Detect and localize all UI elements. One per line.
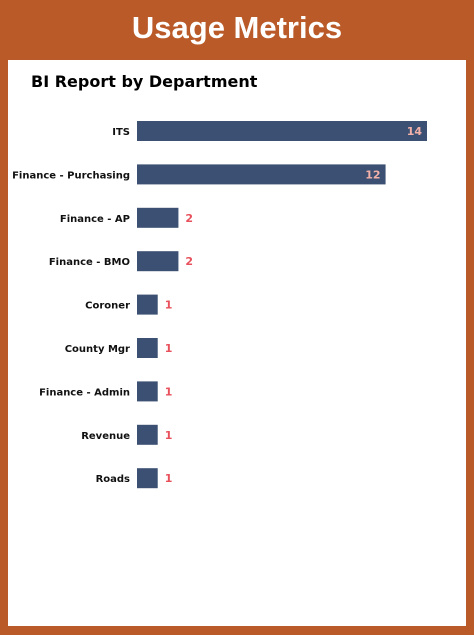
data-label: 14 — [407, 125, 423, 138]
data-label: 1 — [165, 429, 173, 442]
bar[interactable] — [137, 164, 386, 185]
category-label: County Mgr — [65, 344, 130, 355]
data-label: 1 — [165, 385, 173, 398]
category-label: Revenue — [81, 431, 130, 442]
category-label: Roads — [96, 474, 130, 485]
data-label: 1 — [165, 299, 173, 312]
bar[interactable] — [137, 121, 427, 141]
page-title: Usage Metrics — [131, 10, 343, 45]
bar[interactable] — [137, 207, 179, 228]
bar[interactable] — [137, 338, 158, 358]
category-label: Finance - AP — [60, 214, 130, 225]
data-label: 1 — [165, 342, 173, 355]
data-label: 2 — [185, 212, 193, 225]
category-label: Finance - Purchasing — [12, 170, 130, 181]
bar[interactable] — [137, 251, 179, 272]
bar[interactable] — [137, 468, 158, 489]
category-label: Coroner — [85, 301, 130, 312]
data-label: 2 — [185, 255, 193, 268]
category-label: Finance - Admin — [39, 387, 130, 398]
data-label: 1 — [165, 472, 173, 485]
bar[interactable] — [137, 424, 158, 445]
bar[interactable] — [137, 294, 158, 315]
chart-title: BI Report by Department — [31, 72, 258, 91]
data-label: 12 — [365, 168, 380, 181]
bar[interactable] — [137, 381, 158, 402]
chart-panel: BI Report by Department ITS 14 Finance - P… — [8, 60, 466, 626]
category-label: ITS — [112, 127, 130, 138]
category-label: Finance - BMO — [49, 257, 130, 268]
